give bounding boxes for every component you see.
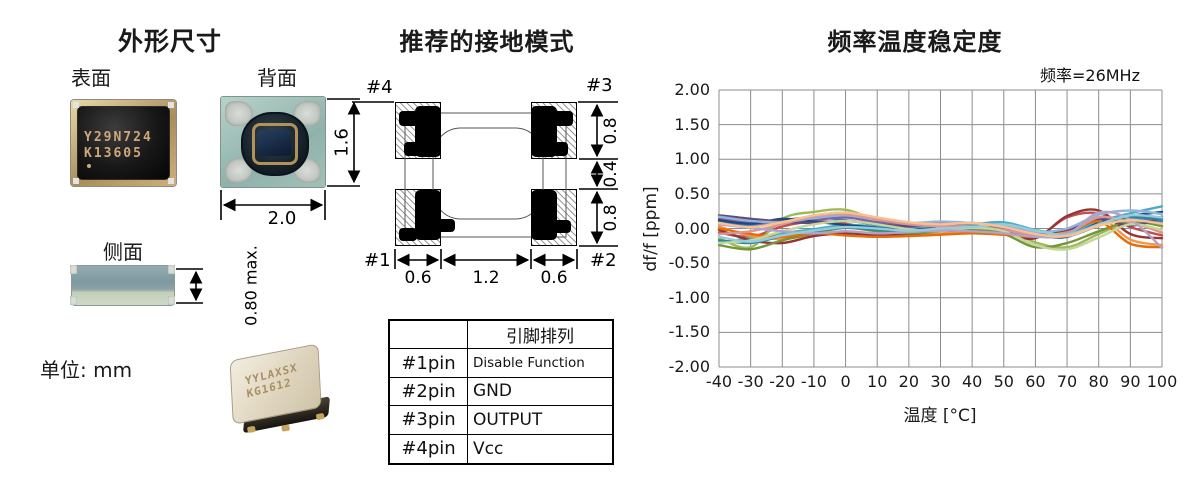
x-tick-label: -30: [737, 372, 764, 391]
x-tick-label: -10: [800, 372, 827, 391]
dim-bottom-right: 0.6: [540, 268, 568, 288]
chart-ylabel: df/f [ppm]: [641, 186, 661, 272]
dim-right-middle: 0.4: [601, 160, 621, 188]
land-pad-4: [395, 102, 441, 159]
pin-label-3: #3: [586, 75, 613, 96]
dim-right-top: 0.8: [601, 117, 621, 145]
table-row-pin3: #3pin: [390, 406, 468, 435]
side-end-cap: [70, 296, 77, 305]
dim-back-height: 1.6: [331, 128, 353, 157]
front-view-label: 表面: [71, 66, 111, 90]
back-view-label: 背面: [257, 66, 297, 90]
x-tick-label: 70: [1056, 372, 1078, 391]
land-pad-2: [531, 189, 577, 246]
land-pad-3: [531, 102, 577, 159]
back-gold-frame: [252, 123, 298, 165]
x-tick-label: 60: [1025, 372, 1046, 391]
x-tick-label: 20: [898, 372, 920, 391]
photo-corner-mark: [73, 178, 79, 184]
front-chip-face: [77, 106, 170, 180]
chart-series-sample-12: [717, 220, 1164, 249]
photo-corner-mark: [168, 102, 174, 108]
table-row-pin2-function: GND: [468, 378, 612, 407]
back-view-photo: [221, 97, 325, 187]
y-tick-label: 1.00: [674, 149, 710, 169]
chip-pin: [246, 425, 256, 434]
table-row-pin4-function: Vcc: [473, 438, 504, 459]
x-tick-label: -20: [769, 372, 796, 391]
dim-bottom-left: 0.6: [404, 268, 432, 288]
y-tick-label: 0.00: [674, 218, 710, 238]
chart-xlabel: 温度 [°C]: [903, 406, 977, 426]
table-header: 引脚排列: [468, 321, 612, 350]
chart-plot-area: [717, 89, 1164, 368]
perspective-chip-marking: YYLAXSX KG1612: [244, 361, 299, 401]
perspective-photo: YYLAXSX KG1612: [224, 340, 331, 446]
x-tick-label: 30: [930, 372, 951, 391]
table-row-pin2: #2pin: [390, 377, 468, 407]
pin-assignment-table: 引脚排列 #1pin Disable Function #2pin GND #3…: [388, 319, 614, 465]
perspective-chip: YYLAXSX KG1612: [216, 332, 337, 453]
photo-corner-mark: [168, 178, 174, 184]
land-pad-1: [395, 189, 441, 246]
table-row-pin1: #1pin: [390, 349, 468, 378]
photo-corner-mark: [73, 102, 79, 108]
y-tick-label: 0.50: [674, 183, 710, 203]
dim-right-bottom: 0.8: [601, 204, 621, 232]
table-corner-cell: [390, 321, 468, 350]
chart-annotation: 频率=26MHz: [1039, 66, 1140, 85]
y-tick-label: -1.50: [668, 322, 710, 342]
x-tick-label: 40: [961, 372, 983, 391]
chip-marking-line1: Y29N724: [84, 130, 153, 145]
unit-label: 单位: mm: [40, 358, 133, 382]
section-title-land-pattern: 推荐的接地模式: [399, 28, 575, 56]
side-view-photo: [72, 266, 174, 305]
dim-bottom-center: 1.2: [472, 268, 500, 288]
chart-series-sample-14: [717, 212, 1164, 237]
x-tick-label: 100: [1146, 372, 1178, 391]
y-tick-label: -0.50: [668, 253, 710, 273]
dim-side-height: 0.80 max.: [241, 245, 261, 326]
pin-label-2: #2: [590, 250, 617, 271]
x-tick-label: -40: [705, 372, 733, 391]
section-title-dimensions: 外形尺寸: [117, 27, 222, 56]
side-end-cap: [168, 296, 175, 305]
side-end-cap: [70, 265, 77, 274]
chip-pin: [281, 424, 291, 432]
chip-pin: [315, 412, 325, 421]
dim-back-width: 2.0: [267, 208, 297, 229]
table-row-pin3-function: OUTPUT: [468, 406, 612, 435]
x-tick-label: 0: [840, 372, 851, 391]
x-tick-label: 80: [1088, 372, 1109, 391]
x-tick-label: 50: [993, 372, 1014, 391]
y-tick-label: -2.00: [668, 357, 710, 376]
y-tick-label: -1.00: [668, 287, 710, 307]
table-row-pin4: #4pin: [390, 434, 468, 463]
pin-label-1: #1: [364, 250, 391, 271]
side-view-label: 侧面: [103, 240, 143, 264]
y-tick-label: 2.00: [674, 80, 710, 99]
chart-series-sample-16: [717, 210, 1164, 250]
pin-label-4: #4: [366, 77, 393, 98]
chip-marking-dot: [87, 164, 91, 168]
back-crystal-die: [256, 129, 292, 157]
chart-series-sample-18: [717, 211, 1164, 238]
chart-title: 频率温度稳定度: [827, 28, 1003, 56]
table-row-pin1-function: Disable Function: [468, 349, 612, 378]
x-tick-label: 90: [1120, 372, 1141, 391]
chip-marking-line2: K13605: [84, 146, 143, 161]
chip-marking: Y29N724 K13605: [84, 130, 153, 162]
front-view-photo: Y29N724 K13605: [71, 100, 176, 186]
x-tick-label: 10: [867, 372, 888, 391]
y-tick-label: 1.50: [674, 114, 710, 134]
side-end-cap: [168, 265, 175, 274]
